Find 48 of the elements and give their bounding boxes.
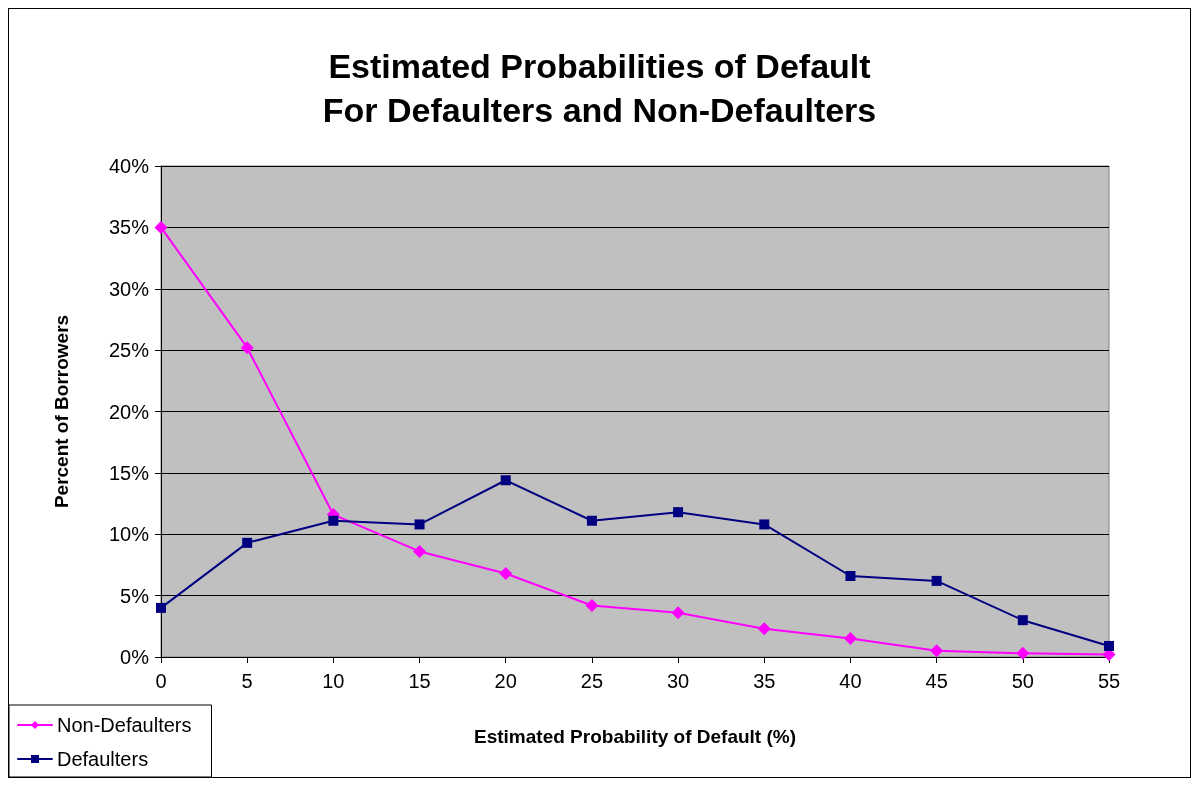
point <box>843 632 857 646</box>
y-tick-label: 30% <box>108 277 150 300</box>
point <box>413 544 427 558</box>
y-tick-label: 0% <box>120 646 150 668</box>
x-tick-label: 30 <box>666 670 690 692</box>
y-tick-label: 5% <box>120 584 150 607</box>
point <box>931 575 942 586</box>
point <box>499 567 513 581</box>
point <box>586 515 597 526</box>
point <box>1017 615 1028 626</box>
point <box>759 519 770 530</box>
point <box>1016 646 1030 660</box>
x-tick-label: 0 <box>155 670 167 692</box>
y-tick-label: 35% <box>108 216 150 239</box>
x-tick-label: 10 <box>322 670 345 692</box>
point <box>154 220 168 234</box>
x-tick-label: 35 <box>753 670 776 692</box>
point <box>156 602 166 613</box>
point <box>242 537 253 548</box>
x-tick-label: 25 <box>580 670 604 692</box>
legend-label: Non-Defaulters <box>57 714 192 736</box>
point <box>328 515 339 526</box>
y-tick-label: 20% <box>108 400 150 423</box>
point <box>757 622 771 636</box>
x-tick-label: 15 <box>408 670 431 692</box>
x-tick-label: 55 <box>1097 670 1121 692</box>
point <box>1104 640 1114 651</box>
x-tick-label: 5 <box>241 670 253 692</box>
x-tick-label: 40 <box>839 670 862 692</box>
legend-label: Defaulters <box>57 748 149 770</box>
y-tick-label: 40% <box>108 155 150 177</box>
x-tick-label: 20 <box>494 670 517 692</box>
x-tick-label: 50 <box>1011 670 1034 692</box>
x-tick-label: 45 <box>925 670 948 692</box>
point <box>414 519 425 530</box>
chart-title: Estimated Probabilities of Default For Defaulters and Non-Defaulters <box>322 47 877 129</box>
y-tick-label: 25% <box>108 339 150 362</box>
y-axis-title: Percent of Borrowers <box>51 314 72 509</box>
point <box>500 475 511 486</box>
point <box>671 606 685 620</box>
point <box>585 598 599 612</box>
y-tick-label: 10% <box>108 523 150 546</box>
point <box>845 570 856 581</box>
point <box>930 644 944 658</box>
point <box>240 341 254 355</box>
x-axis-title: Estimated Probability of Default (%) <box>474 726 796 747</box>
y-tick-label: 15% <box>108 461 150 484</box>
point <box>673 507 684 518</box>
